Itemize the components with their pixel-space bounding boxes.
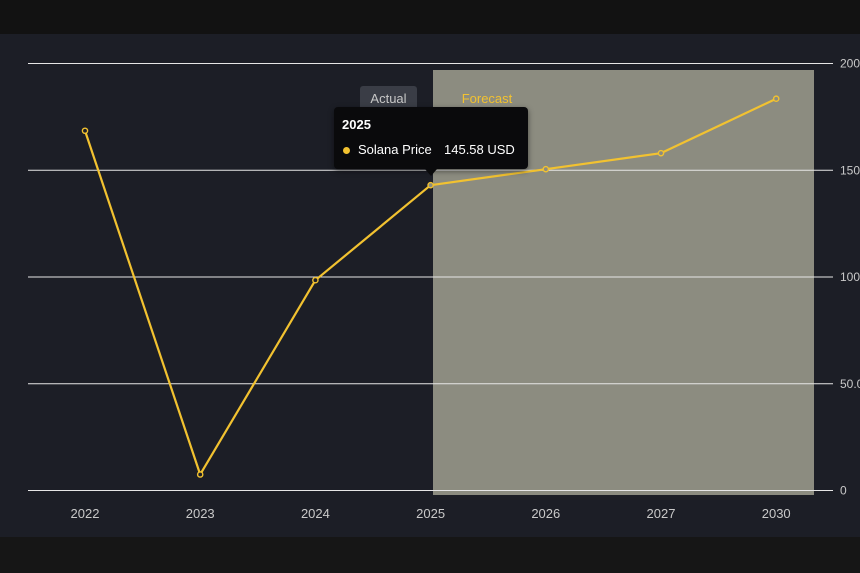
data-points [81,95,780,478]
y-axis-ticks: 0 50.0 100.0 150.0 200.0 [840,57,860,498]
data-point[interactable] [81,127,89,135]
tooltip-pointer [425,169,437,176]
data-tooltip: 2025 Solana Price 145.58 USD [334,107,528,176]
x-tick-label: 2026 [531,506,560,521]
tooltip-series-name: Solana Price [358,142,432,157]
x-tick-label: 2022 [71,506,100,521]
x-tick-label: 2030 [762,506,791,521]
x-tick-label: 2024 [301,506,330,521]
tooltip-value: 145.58 USD [444,142,515,157]
forecast-badge[interactable]: Forecast [462,91,513,106]
x-tick-label: 2023 [186,506,215,521]
actual-badge-bg [360,86,417,111]
actual-badge[interactable]: Actual [360,86,417,111]
data-point[interactable] [657,149,665,157]
top-band [0,0,860,34]
data-point[interactable] [196,471,204,478]
x-axis-ticks: 2022 2023 2024 2025 2026 2027 2030 [71,506,791,521]
y-tick-label: 100.0 [840,270,860,284]
x-tick-label: 2027 [647,506,676,521]
bottom-band [0,537,860,573]
y-tick-label: 150.0 [840,163,860,177]
data-point[interactable] [427,181,434,189]
y-tick-label: 50.0 [840,377,860,391]
tooltip-title: 2025 [342,117,371,132]
data-point[interactable] [542,165,550,173]
actual-badge-label: Actual [370,91,406,106]
forecast-badge-label: Forecast [462,91,513,106]
y-tick-label: 0 [840,484,847,498]
y-tick-label: 200.0 [840,57,860,71]
data-point[interactable] [312,276,319,284]
tooltip-series-dot [343,147,350,154]
data-point[interactable] [772,95,780,103]
x-tick-label: 2025 [416,506,445,521]
